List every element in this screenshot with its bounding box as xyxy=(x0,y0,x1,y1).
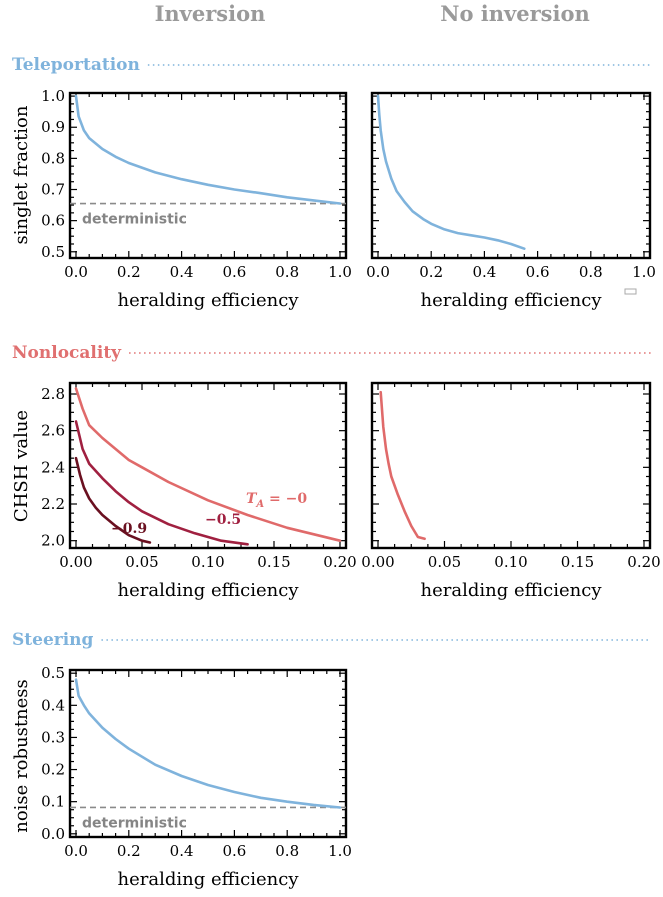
chart-nonlocality-no-inversion: 0.00 0.05 0.10 0.15 0.20 heralding efficiency xyxy=(361,381,661,601)
x-axis-label: heralding efficiency xyxy=(118,290,300,311)
x-tick-label: 1.0 xyxy=(632,263,656,281)
y-tick-label: 2.6 xyxy=(41,422,65,440)
plot-frame xyxy=(68,91,348,260)
x-tick-label: 0.2 xyxy=(117,842,141,860)
y-tick-label: 2.8 xyxy=(41,385,65,403)
x-axis-label: heralding efficiency xyxy=(118,580,300,601)
chart-steering-inversion: 0.0 0.2 0.4 0.6 0.8 1.0 0.0 0.1 0.2 0.3 0.4 0.5 hera… xyxy=(11,664,352,890)
series-line xyxy=(74,678,342,809)
plot-frame xyxy=(370,381,652,550)
small-rectangle-icon xyxy=(624,288,637,295)
x-tick-label: 0.6 xyxy=(222,263,246,281)
series-label: −0.9 xyxy=(111,521,147,537)
series-label: −0.5 xyxy=(205,512,241,528)
column-title-inversion: Inversion xyxy=(155,1,266,26)
section-title-teleportation: Teleportation xyxy=(12,55,140,75)
y-tick-label: 0.4 xyxy=(41,696,65,714)
y-tick-label: 0.0 xyxy=(41,825,65,843)
chart-teleportation-inversion: 0.0 0.2 0.4 0.6 0.8 1.0 0.5 0.6 0.7 0.8 0.9 1.0 hera… xyxy=(11,87,352,311)
y-axis-label: singlet fraction xyxy=(11,105,32,244)
section-title-steering: Steering xyxy=(12,630,94,650)
x-tick-label: 0.15 xyxy=(561,553,594,571)
x-tick-label: 0.2 xyxy=(419,263,443,281)
x-tick-label: 0.8 xyxy=(275,842,299,860)
x-tick-label: 0.10 xyxy=(494,553,527,571)
y-tick-label: 2.0 xyxy=(41,532,65,550)
y-tick-label: 0.8 xyxy=(41,149,65,167)
y-tick-label: 0.5 xyxy=(41,664,65,682)
column-title-no-inversion: No inversion xyxy=(440,1,589,26)
x-tick-label: 0.0 xyxy=(64,263,88,281)
y-tick-label: 2.2 xyxy=(41,495,65,513)
plot-frame xyxy=(370,91,652,260)
x-tick-label: 0.00 xyxy=(59,553,92,571)
x-tick-label: 0.0 xyxy=(366,263,390,281)
x-tick-label: 0.00 xyxy=(361,553,394,571)
x-tick-label: 0.15 xyxy=(257,553,290,571)
x-tick-label: 0.6 xyxy=(526,263,550,281)
x-tick-label: 0.4 xyxy=(170,842,194,860)
x-axis-label: heralding efficiency xyxy=(118,869,300,890)
x-tick-label: 1.0 xyxy=(328,263,352,281)
x-tick-label: 0.20 xyxy=(627,553,660,571)
y-tick-label: 1.0 xyxy=(41,87,65,105)
x-tick-label: 0.2 xyxy=(117,263,141,281)
y-axis-label: CHSH value xyxy=(11,410,32,522)
y-tick-label: 0.6 xyxy=(41,212,65,230)
x-axis-label: heralding efficiency xyxy=(421,580,603,601)
series-label: TA = −0 xyxy=(246,491,307,510)
section-teleportation: Teleportation xyxy=(12,55,651,75)
y-tick-label: 2.4 xyxy=(41,458,65,476)
section-steering: Steering xyxy=(12,630,651,650)
x-tick-label: 0.20 xyxy=(323,553,356,571)
x-tick-label: 0.4 xyxy=(472,263,496,281)
x-tick-label: 0.05 xyxy=(428,553,461,571)
x-tick-label: 0.8 xyxy=(275,263,299,281)
x-tick-label: 1.0 xyxy=(328,842,352,860)
section-nonlocality: Nonlocality xyxy=(12,343,651,363)
y-tick-label: 0.3 xyxy=(41,728,65,746)
series-line xyxy=(74,387,342,542)
x-tick-label: 0.6 xyxy=(222,842,246,860)
x-tick-label: 0.05 xyxy=(125,553,158,571)
y-tick-label: 0.2 xyxy=(41,761,65,779)
section-title-nonlocality: Nonlocality xyxy=(12,343,122,363)
y-axis-label: noise robustness xyxy=(11,679,32,833)
series-line xyxy=(379,390,426,541)
x-tick-label: 0.10 xyxy=(191,553,224,571)
x-tick-label: 0.4 xyxy=(170,263,194,281)
series-line xyxy=(74,456,152,544)
y-tick-label: 0.9 xyxy=(41,118,65,136)
chart-nonlocality-inversion: 0.00 0.05 0.10 0.15 0.20 2.0 2.2 2.4 2.6 2.8 heral… xyxy=(11,381,357,601)
chart-teleportation-no-inversion: 0.0 0.2 0.4 0.6 0.8 1.0 heralding efficiency xyxy=(366,91,656,311)
deterministic-label: deterministic xyxy=(82,815,187,831)
x-tick-label: 0.8 xyxy=(579,263,603,281)
plot-frame xyxy=(68,668,348,839)
series-line xyxy=(74,94,342,205)
y-tick-label: 0.1 xyxy=(41,793,65,811)
y-tick-label: 0.5 xyxy=(41,243,65,261)
x-tick-label: 0.0 xyxy=(64,842,88,860)
y-tick-label: 0.7 xyxy=(41,181,65,199)
series-line xyxy=(74,420,249,546)
deterministic-label: deterministic xyxy=(82,212,187,228)
x-axis-label: heralding efficiency xyxy=(421,290,603,311)
series-line xyxy=(376,94,526,250)
